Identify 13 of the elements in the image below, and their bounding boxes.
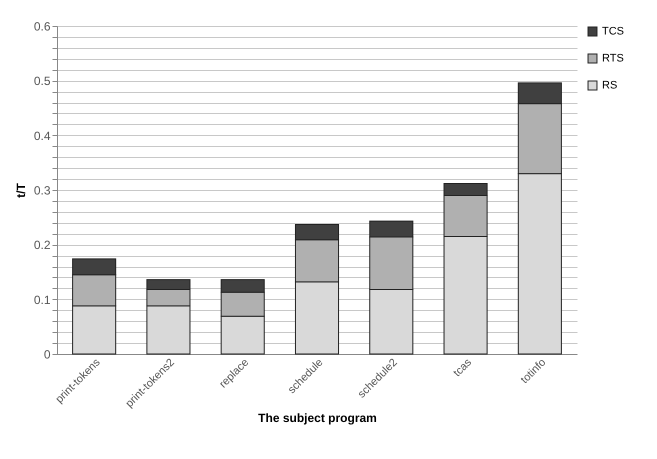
y-tick-label: 0.6 — [34, 20, 51, 34]
y-tick-label: 0.1 — [34, 292, 51, 307]
y-tick-label: 0.4 — [34, 128, 51, 143]
y-tick-label: 0.3 — [34, 184, 51, 198]
y-tick-label: 0.5 — [34, 74, 51, 88]
y-tick-label: 0.2 — [34, 238, 51, 252]
legend-label: RTS — [602, 52, 624, 64]
legend-label: RS — [602, 80, 618, 92]
y-tick-label: 0 — [44, 348, 51, 362]
y-axis-title: t/T — [14, 182, 28, 198]
x-tick-label: tcas — [451, 356, 474, 380]
x-axis-title: The subject program — [258, 411, 377, 426]
legend-label: TCS — [602, 26, 624, 38]
